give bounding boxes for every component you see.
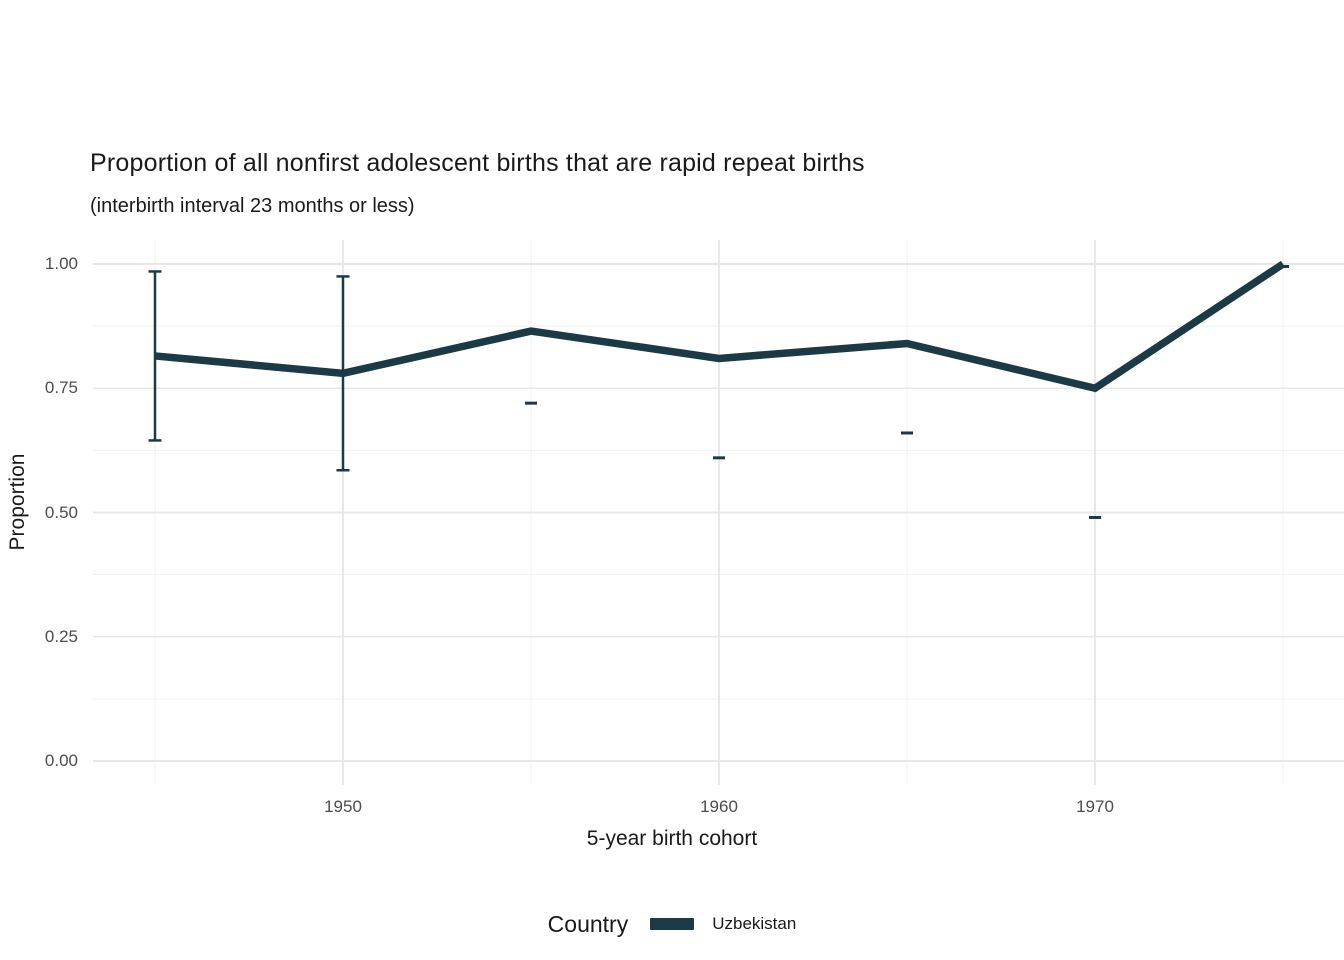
y-tick-label: 1.00 [44, 254, 78, 273]
y-tick-label: 0.00 [44, 751, 78, 770]
x-tick-label: 1950 [324, 797, 362, 816]
x-tick-label: 1960 [700, 797, 738, 816]
legend: Country Uzbekistan [0, 905, 1344, 943]
legend-line-swatch [650, 918, 695, 930]
x-axis-title: 5-year birth cohort [586, 827, 758, 850]
legend-item-label: Uzbekistan [712, 914, 797, 933]
y-tick-label: 0.50 [44, 502, 78, 522]
y-tick-label: 0.75 [44, 378, 78, 398]
series-line-uzbekistan [154, 260, 1286, 393]
chart-subtitle: (interbirth interval 23 months or less) [90, 195, 415, 217]
legend-title: Country [547, 910, 629, 937]
x-tick-label: 1970 [1076, 797, 1114, 816]
y-tick-label: 0.25 [44, 626, 78, 646]
y-axis-title: Proportion [6, 453, 29, 551]
chart-title: Proportion of all nonfirst adolescent bi… [90, 149, 865, 177]
